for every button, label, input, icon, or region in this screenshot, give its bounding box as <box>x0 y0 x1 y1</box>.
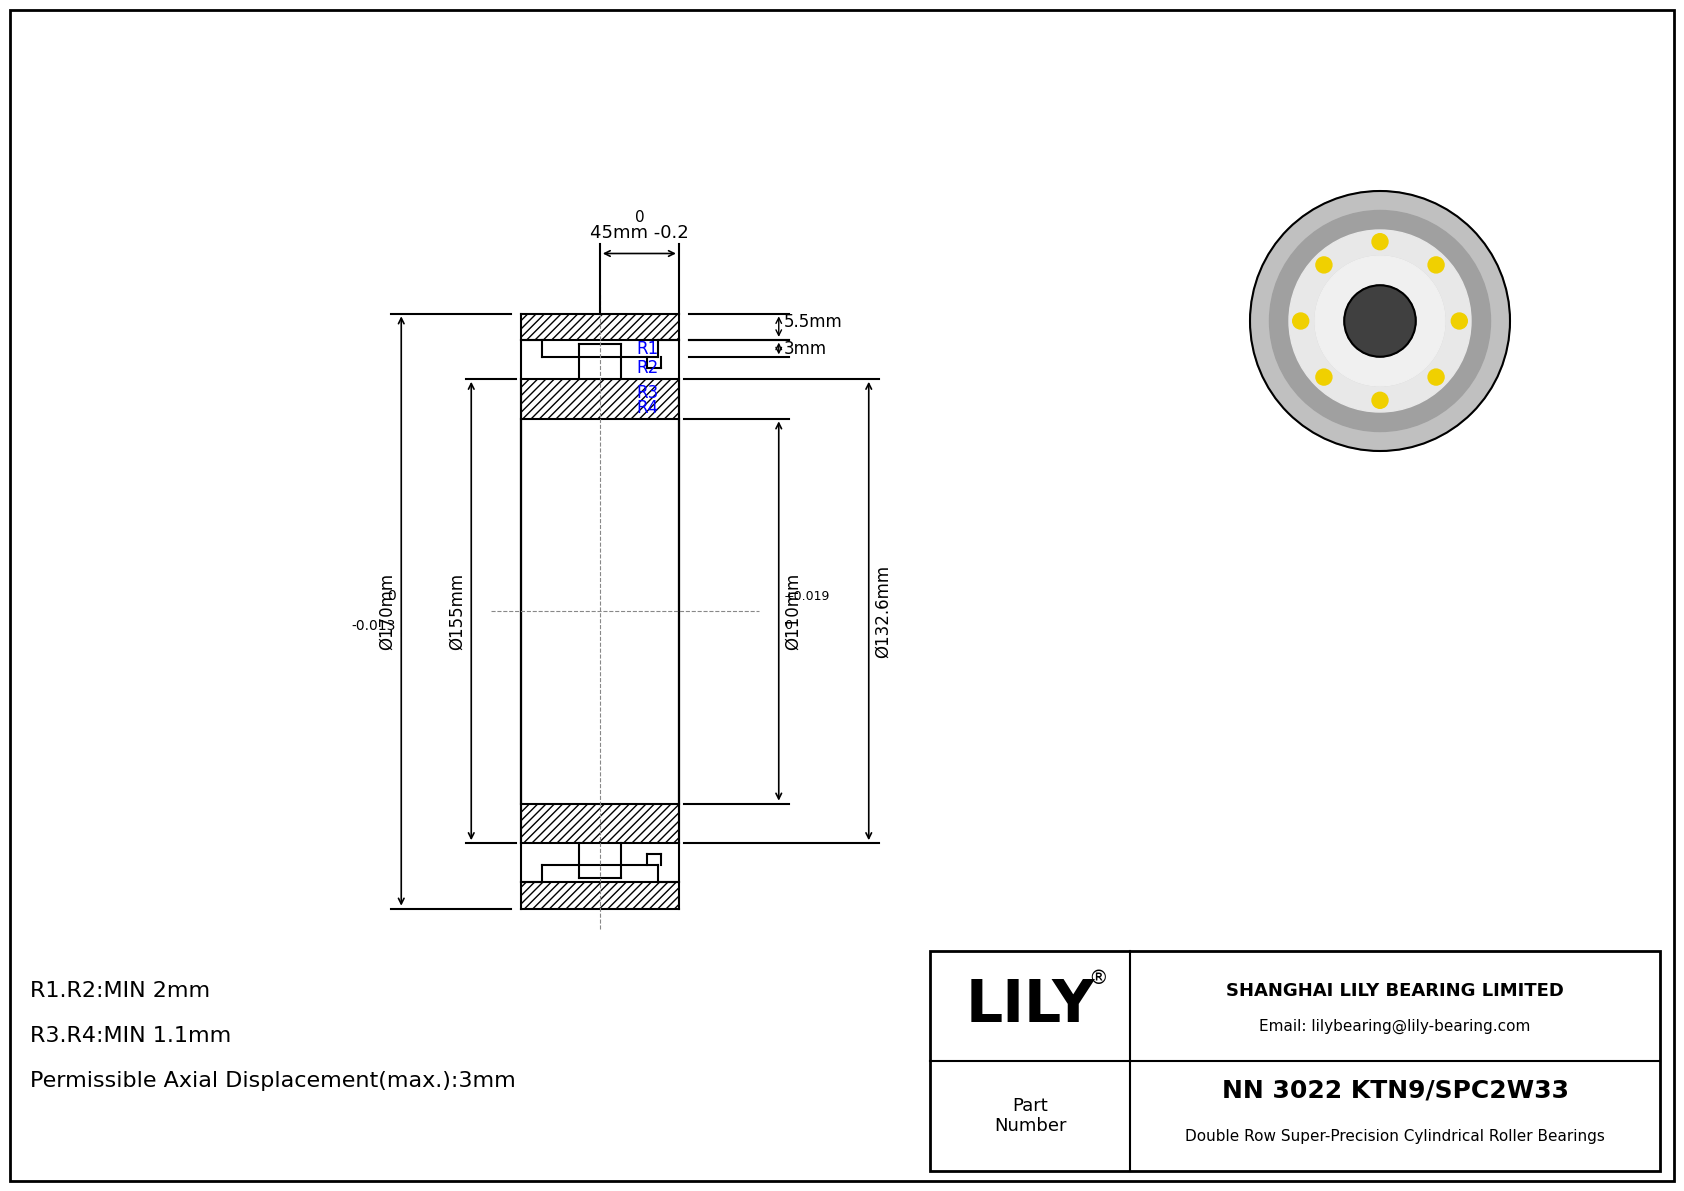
Text: +0.019: +0.019 <box>783 590 830 603</box>
Text: 5.5mm: 5.5mm <box>783 312 842 331</box>
Text: 0: 0 <box>783 619 791 632</box>
Circle shape <box>1428 257 1445 273</box>
Circle shape <box>1372 233 1388 250</box>
Text: ®: ® <box>1088 968 1108 987</box>
Text: 3mm: 3mm <box>783 339 827 357</box>
Circle shape <box>1315 256 1445 386</box>
Text: R1.R2:MIN 2mm: R1.R2:MIN 2mm <box>30 981 210 1000</box>
Bar <box>930 950 1660 1171</box>
Text: Ø132.6mm: Ø132.6mm <box>874 565 893 657</box>
Circle shape <box>1288 230 1472 412</box>
Text: R2: R2 <box>637 360 658 378</box>
Text: Permissible Axial Displacement(max.):3mm: Permissible Axial Displacement(max.):3mm <box>30 1071 515 1091</box>
Circle shape <box>1452 313 1467 329</box>
Circle shape <box>1315 257 1332 273</box>
Text: R3.R4:MIN 1.1mm: R3.R4:MIN 1.1mm <box>30 1025 231 1046</box>
Bar <box>522 379 679 418</box>
Text: Ø110mm: Ø110mm <box>783 573 802 649</box>
Text: 45mm -0.2: 45mm -0.2 <box>589 224 689 242</box>
Circle shape <box>1322 262 1438 380</box>
Bar <box>522 804 679 843</box>
Text: R3: R3 <box>637 384 658 401</box>
Circle shape <box>1372 392 1388 409</box>
Circle shape <box>1250 191 1511 451</box>
Text: Double Row Super-Precision Cylindrical Roller Bearings: Double Row Super-Precision Cylindrical R… <box>1186 1129 1605 1143</box>
Text: 0: 0 <box>387 590 396 603</box>
Text: Ø170mm: Ø170mm <box>379 573 396 649</box>
Text: R1: R1 <box>637 339 658 357</box>
Text: Part
Number: Part Number <box>994 1097 1066 1135</box>
Text: Ø155mm: Ø155mm <box>448 573 466 649</box>
Bar <box>522 313 679 339</box>
Circle shape <box>1315 256 1445 386</box>
Circle shape <box>1428 369 1445 385</box>
Text: SHANGHAI LILY BEARING LIMITED: SHANGHAI LILY BEARING LIMITED <box>1226 983 1564 1000</box>
Circle shape <box>1315 369 1332 385</box>
Circle shape <box>1250 191 1511 451</box>
Circle shape <box>1293 313 1308 329</box>
Text: NN 3022 KTN9/SPC2W33: NN 3022 KTN9/SPC2W33 <box>1221 1079 1568 1103</box>
Bar <box>522 883 679 909</box>
Circle shape <box>1270 211 1490 431</box>
Circle shape <box>1344 286 1416 357</box>
Text: Email: lilybearing@lily-bearing.com: Email: lilybearing@lily-bearing.com <box>1260 1018 1531 1034</box>
Text: R4: R4 <box>637 399 658 417</box>
Text: LILY: LILY <box>965 978 1095 1035</box>
Text: 0: 0 <box>635 211 645 225</box>
Text: -0.013: -0.013 <box>352 619 396 632</box>
